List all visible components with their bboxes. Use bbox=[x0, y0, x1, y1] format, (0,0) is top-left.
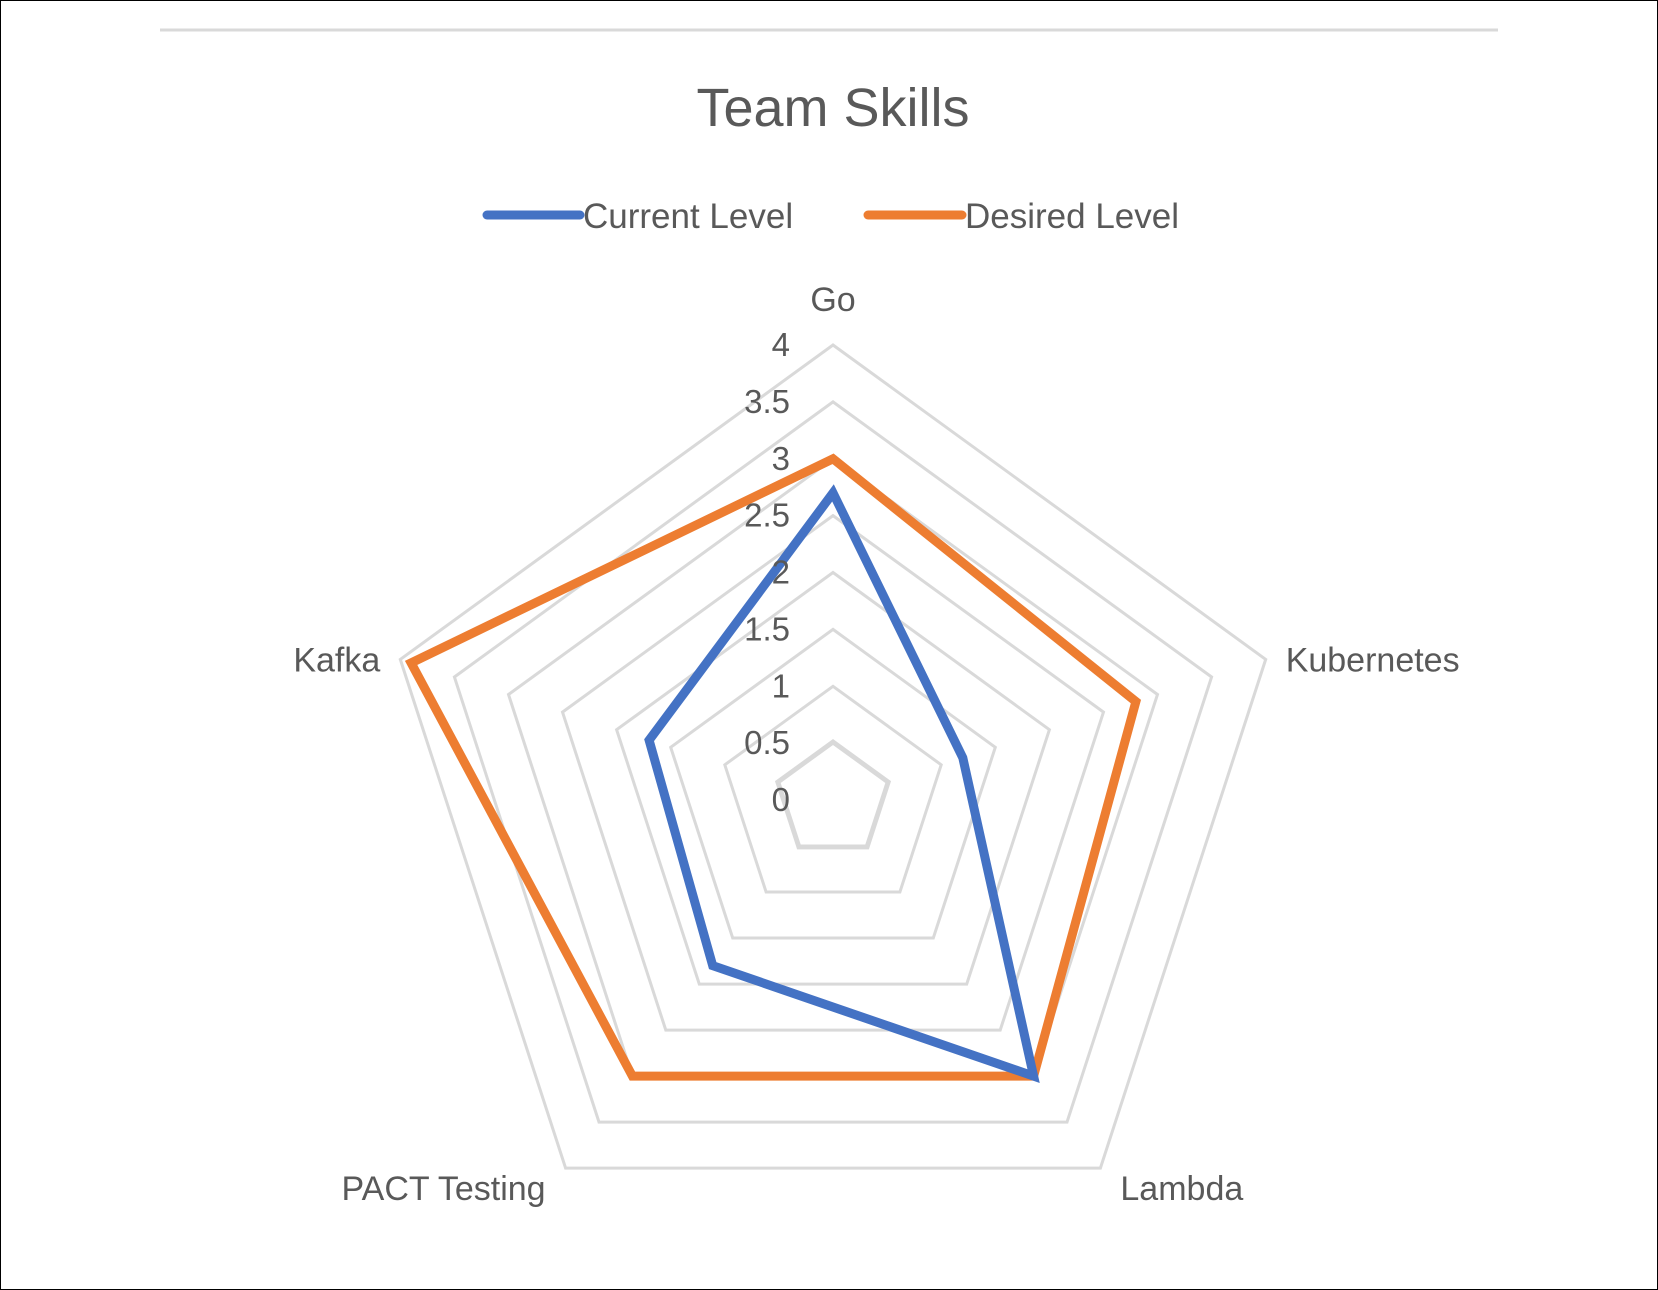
series-layer bbox=[404, 453, 1142, 1083]
category-label-kafka: Kafka bbox=[293, 641, 380, 679]
tick-label: 0.5 bbox=[744, 724, 790, 761]
tick-label: 1 bbox=[772, 667, 790, 704]
category-label-lambda: Lambda bbox=[1120, 1170, 1243, 1208]
series-line-current-level bbox=[644, 484, 1040, 1083]
legend-label-desired: Desired Level bbox=[965, 197, 1179, 236]
category-labels: Go Kubernetes Lambda PACT Testing Kafka bbox=[293, 281, 1459, 1208]
tick-label: 2 bbox=[772, 554, 790, 591]
grid-ring bbox=[560, 513, 1106, 1032]
tick-label: 2.5 bbox=[744, 497, 790, 534]
category-label-pact-testing: PACT Testing bbox=[341, 1170, 545, 1208]
legend-label-current: Current Level bbox=[583, 197, 793, 236]
tick-label: 0 bbox=[772, 781, 790, 818]
legend: Current Level Desired Level bbox=[482, 197, 1179, 236]
grid-ring bbox=[668, 627, 998, 940]
tick-label: 3.5 bbox=[744, 383, 790, 420]
grid-ring bbox=[398, 343, 1268, 1170]
category-label-go: Go bbox=[810, 281, 855, 319]
grid-ring bbox=[774, 739, 892, 850]
tick-label: 1.5 bbox=[744, 610, 790, 647]
radar-grid bbox=[398, 343, 1268, 1170]
chart-title: Team Skills bbox=[696, 78, 969, 138]
grid-ring bbox=[777, 741, 889, 848]
grid-ring bbox=[723, 684, 943, 894]
tick-label: 4 bbox=[772, 326, 790, 363]
grid-ring bbox=[452, 400, 1214, 1124]
series-line-desired-level bbox=[404, 453, 1142, 1081]
grid-ring bbox=[614, 570, 1052, 986]
radial-tick-labels: 0 0.5 1 1.5 2 2.5 3 3.5 4 bbox=[744, 326, 790, 818]
tick-label: 3 bbox=[772, 440, 790, 477]
category-label-kubernetes: Kubernetes bbox=[1286, 641, 1460, 679]
